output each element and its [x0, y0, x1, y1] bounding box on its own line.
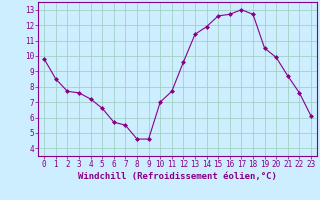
X-axis label: Windchill (Refroidissement éolien,°C): Windchill (Refroidissement éolien,°C) — [78, 172, 277, 181]
